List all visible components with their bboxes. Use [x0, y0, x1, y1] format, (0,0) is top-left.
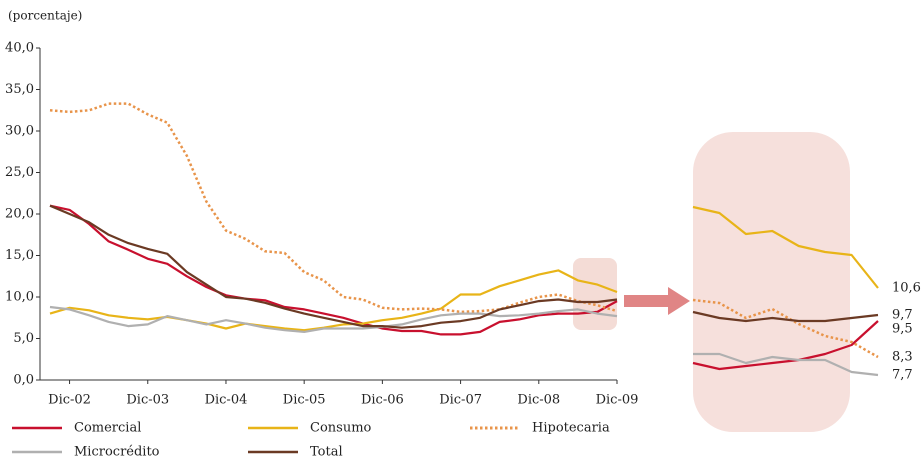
x-tick-label: Dic-06 [361, 393, 404, 408]
chart-subtitle: (porcentaje) [8, 9, 82, 23]
y-tick-label: 5,0 [13, 331, 34, 346]
series-line [49, 204, 618, 329]
x-tick-label: Dic-05 [283, 393, 326, 408]
zoom-arrow [624, 287, 690, 315]
series-line [49, 102, 618, 314]
legend: Comercial Consumo Hipotecaria Microcrédito T… [12, 421, 610, 460]
y-tick-label: 0,0 [13, 373, 34, 388]
value-label: 8,3 [892, 350, 913, 365]
legend-label: Hipotecaria [532, 421, 610, 436]
value-label: 7,7 [892, 368, 913, 383]
x-tick-label: Dic-02 [48, 393, 91, 408]
legend-label: Total [310, 445, 343, 460]
x-tick-label: Dic-09 [596, 393, 639, 408]
series-line [49, 269, 618, 332]
legend-label: Consumo [310, 421, 372, 436]
zoom-panel [693, 132, 850, 432]
x-tick-label: Dic-07 [439, 393, 482, 408]
legend-label: Microcrédito [74, 445, 160, 460]
y-tick-label: 15,0 [5, 248, 34, 263]
y-tick-label: 25,0 [5, 165, 34, 180]
series-line [693, 352, 879, 377]
series-line [49, 305, 618, 333]
y-tick-label: 10,0 [5, 290, 34, 305]
series-line [692, 298, 879, 359]
value-label: 9,5 [892, 322, 913, 337]
series-line [692, 310, 879, 323]
inset-plot: 10,6 9,79,5 8,3 7,7 [692, 205, 921, 383]
legend-label: Comercial [74, 421, 141, 436]
zoom-highlight [573, 258, 617, 330]
y-tick-label: 40,0 [5, 41, 34, 56]
y-tick-label: 30,0 [5, 124, 34, 139]
y-tick-label: 35,0 [5, 82, 34, 97]
main-plot: 0,0 5,0 10,0 15,0 20,0 25,0 30,0 35,0 40,0 Dic-02… [5, 41, 638, 408]
y-tick-label: 20,0 [5, 207, 34, 222]
series-line [692, 320, 879, 371]
x-tick-label: Dic-04 [205, 393, 248, 408]
value-label: 9,7 [892, 308, 913, 323]
series-line [49, 204, 618, 336]
series-line [692, 205, 879, 289]
x-tick-label: Dic-08 [517, 393, 560, 408]
x-tick-label: Dic-03 [126, 393, 169, 408]
value-label: 10,6 [892, 281, 921, 296]
